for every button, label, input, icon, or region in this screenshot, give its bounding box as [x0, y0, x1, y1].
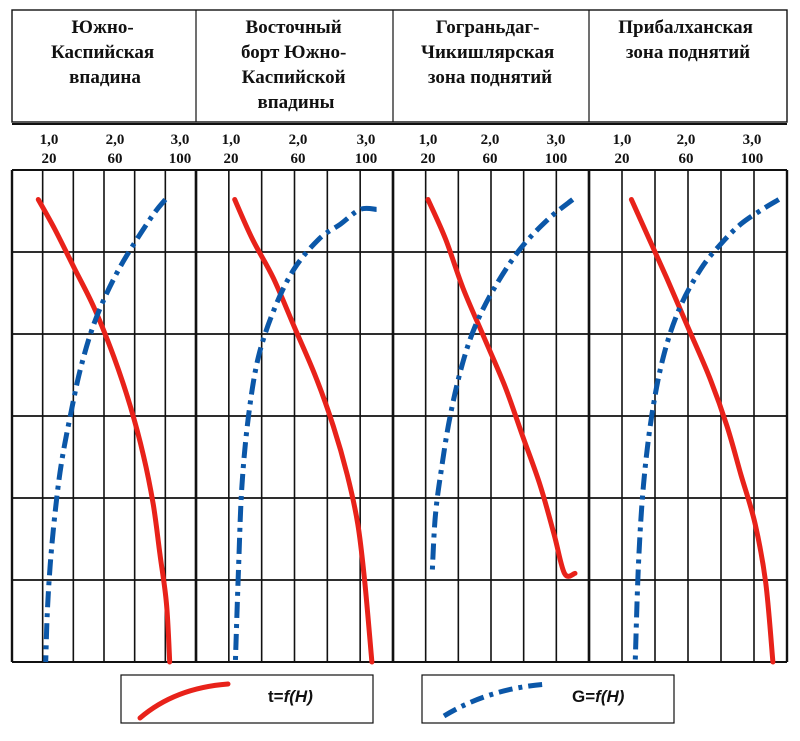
- tick-label-t-p3-1: 1,0: [419, 132, 438, 148]
- panel-4-title: Прибалханская зона поднятий: [618, 17, 757, 63]
- tick-label-t-p1-1: 1,0: [40, 132, 59, 148]
- tick-label-t-p1-3: 3,0: [171, 132, 190, 148]
- tick-label-t-p3-3: 3,0: [547, 132, 566, 148]
- tick-label-g-p2-2: 60: [291, 151, 306, 167]
- legend-g-label: G=f(H): [572, 687, 625, 706]
- t-curve-panel-2: [232, 197, 375, 665]
- g-curve-panel-3: [429, 197, 575, 574]
- header-box: [11, 9, 788, 123]
- tick-label-t-p4-2: 2,0: [677, 132, 696, 148]
- g-curve-panel-2: [232, 205, 377, 663]
- tick-label-g-p3-1: 20: [421, 151, 436, 167]
- tick-label-t-p4-3: 3,0: [743, 132, 762, 148]
- header-border: [11, 9, 788, 123]
- g-curve-panel-4: [632, 197, 781, 663]
- t-curve-panel-1: [35, 197, 173, 665]
- tick-label-g-p4-2: 60: [679, 151, 694, 167]
- tick-label-g-p3-2: 60: [483, 151, 498, 167]
- tick-label-t-p2-2: 2,0: [289, 132, 308, 148]
- tick-label-g-p3-3: 100: [545, 151, 568, 167]
- tick-label-t-p3-2: 2,0: [481, 132, 500, 148]
- legend-g-swatch: [442, 681, 549, 719]
- panel-2-title: Восточный борт Южно- Каспийской впадины: [241, 17, 351, 113]
- legend: t=f(H) G=f(H): [120, 674, 675, 724]
- grid: [10, 169, 789, 663]
- tick-labels: 1,0 20 2,0 60 3,0 100 1,0 20 2,0 60 3,0 100 1,0 20 2,0…: [40, 132, 764, 167]
- tick-label-g-p1-2: 60: [108, 151, 123, 167]
- t-curve-panel-4: [628, 197, 776, 665]
- tick-label-t-p4-1: 1,0: [613, 132, 632, 148]
- tick-label-g-p4-1: 20: [615, 151, 630, 167]
- tick-label-g-p1-1: 20: [42, 151, 57, 167]
- g-curve-panel-1: [43, 197, 168, 663]
- legend-t-swatch: [137, 681, 231, 721]
- curves: [35, 197, 781, 665]
- panel-1-title: Южно- Каспийская впадина: [51, 17, 159, 88]
- tick-label-g-p2-1: 20: [224, 151, 239, 167]
- tick-label-g-p1-3: 100: [169, 151, 192, 167]
- tick-label-t-p2-1: 1,0: [222, 132, 241, 148]
- tick-label-t-p2-3: 3,0: [357, 132, 376, 148]
- tick-label-g-p2-3: 100: [355, 151, 378, 167]
- legend-t-label: t=f(H): [268, 687, 313, 706]
- legend-t-box: [120, 674, 374, 724]
- tick-label-t-p1-2: 2,0: [106, 132, 125, 148]
- tick-label-g-p4-3: 100: [741, 151, 764, 167]
- legend-g-box: [421, 674, 675, 724]
- t-curve-panel-3: [425, 197, 578, 579]
- panel-3-title: Гограньдаг- Чикишлярская зона поднятий: [421, 17, 559, 88]
